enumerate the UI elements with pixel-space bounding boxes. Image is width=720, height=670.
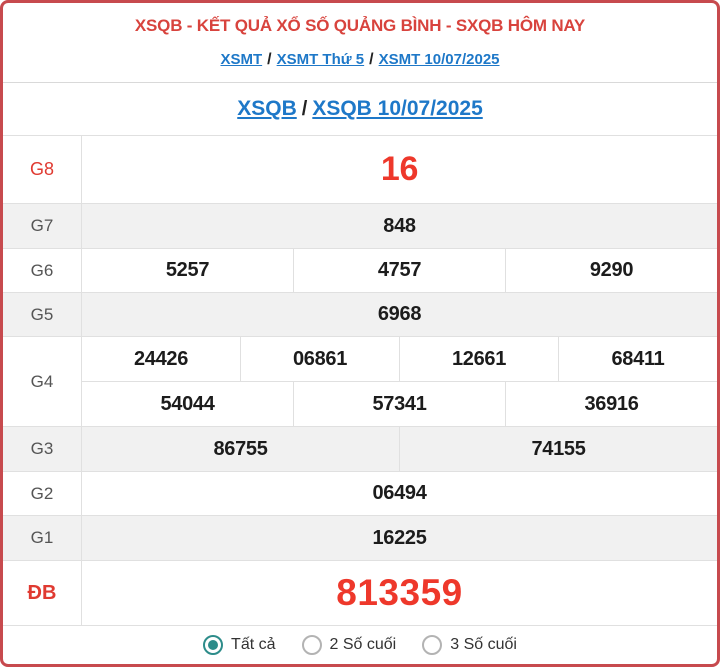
- prize-row-g7: G7 848: [3, 203, 717, 248]
- breadcrumb-link-xsmt-thu-5[interactable]: XSMT Thứ 5: [276, 51, 365, 68]
- prize-label-g8: G8: [3, 136, 82, 203]
- prize-row-db: ĐB 813359: [3, 560, 717, 625]
- prize-label-g7: G7: [3, 204, 82, 248]
- results-table: G8 16 G7 848 G6 5257 4757 9290 G5 6968: [3, 135, 717, 625]
- prize-row-g8: G8 16: [3, 136, 717, 203]
- subtitle-separator: /: [301, 97, 308, 120]
- display-mode-options: Tất cả 2 Số cuối 3 Số cuối: [3, 625, 717, 664]
- prize-value-g8: 16: [380, 150, 419, 188]
- radio-icon[interactable]: [203, 635, 224, 655]
- prize-label-g2: G2: [3, 472, 82, 515]
- prize-label-g1: G1: [3, 516, 82, 560]
- prize-row-g3: G3 86755 74155: [3, 426, 717, 471]
- prize-label-g4: G4: [3, 337, 82, 426]
- prize-label-g5: G5: [3, 293, 82, 336]
- prize-value-g6-2: 4757: [293, 249, 505, 292]
- page-title: XSQB - KẾT QUẢ XỔ SỐ QUẢNG BÌNH - SXQB H…: [134, 16, 586, 35]
- prize-label-db: ĐB: [3, 561, 82, 625]
- prize-row-g4-line1: 24426 06861 12661 68411: [82, 337, 717, 381]
- prize-value-db: 813359: [336, 572, 463, 613]
- prize-row-g6: G6 5257 4757 9290: [3, 248, 717, 292]
- breadcrumb-separator: /: [369, 51, 374, 68]
- prize-value-g4-2: 06861: [240, 337, 399, 381]
- radio-label: Tất cả: [231, 636, 276, 653]
- prize-label-g6: G6: [3, 249, 82, 292]
- breadcrumb-link-xsmt[interactable]: XSMT: [220, 51, 263, 68]
- prize-value-g7: 848: [383, 214, 416, 237]
- subtitle-link-xsqb-date[interactable]: XSQB 10/07/2025: [312, 97, 483, 120]
- prize-row-g4: G4 24426 06861 12661 68411 54044 57341 3…: [3, 336, 717, 426]
- subtitle: XSQB / XSQB 10/07/2025: [3, 83, 717, 135]
- breadcrumb-separator: /: [267, 51, 272, 68]
- radio-option-tat-ca[interactable]: Tất cả: [203, 635, 276, 655]
- prize-value-g1: 16225: [372, 526, 427, 549]
- radio-icon[interactable]: [422, 635, 443, 655]
- prize-value-g4-7: 36916: [505, 382, 717, 426]
- prize-value-g6-3: 9290: [505, 249, 717, 292]
- prize-value-g2: 06494: [372, 482, 427, 504]
- header: XSQB - KẾT QUẢ XỔ SỐ QUẢNG BÌNH - SXQB H…: [3, 3, 717, 135]
- prize-value-g4-5: 54044: [160, 392, 215, 415]
- prize-value-g4-4: 68411: [558, 337, 717, 381]
- prize-value-g3-2: 74155: [399, 427, 717, 471]
- prize-row-g1: G1 16225: [3, 515, 717, 560]
- radio-option-3-so-cuoi[interactable]: 3 Số cuối: [422, 635, 517, 655]
- prize-value-g4-1: 24426: [133, 347, 189, 370]
- prize-value-g4-3: 12661: [399, 337, 558, 381]
- prize-row-g5: G5 6968: [3, 292, 717, 336]
- prize-label-g3: G3: [3, 427, 82, 471]
- prize-row-g4-line2: 54044 57341 36916: [82, 381, 717, 426]
- header-divider: [3, 82, 717, 83]
- radio-label: 2 Số cuối: [329, 636, 397, 653]
- prize-value-g4-6: 57341: [293, 382, 505, 426]
- radio-icon[interactable]: [301, 635, 322, 655]
- breadcrumb: XSMT / XSMT Thứ 5/XSMT 10/07/2025: [3, 36, 717, 82]
- prize-value-g6-1: 5257: [165, 259, 210, 281]
- radio-label: 3 Số cuối: [450, 636, 517, 653]
- subtitle-link-xsqb[interactable]: XSQB: [237, 97, 297, 120]
- prize-value-g3-1: 86755: [213, 437, 268, 460]
- prize-row-g2: G2 06494: [3, 471, 717, 515]
- radio-option-2-so-cuoi[interactable]: 2 Số cuối: [301, 635, 397, 655]
- breadcrumb-link-xsmt-date[interactable]: XSMT 10/07/2025: [378, 51, 500, 68]
- prize-value-g5: 6968: [377, 303, 422, 325]
